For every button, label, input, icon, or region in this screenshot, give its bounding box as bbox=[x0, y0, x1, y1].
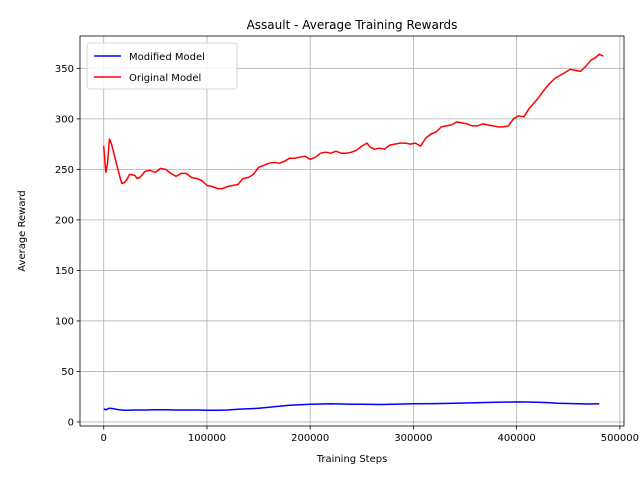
y-tick-label: 350 bbox=[55, 64, 74, 75]
plot-frame bbox=[79, 35, 625, 427]
x-tick-label: 0 bbox=[101, 433, 107, 444]
y-tick-label: 250 bbox=[55, 165, 74, 176]
y-axis-ticks: 0 50 100 150 200 250 300 350 bbox=[55, 64, 80, 428]
x-axis-ticks: 0 100000 200000 300000 400000 500000 bbox=[101, 426, 639, 444]
legend-label: Modified Model bbox=[129, 52, 205, 63]
x-tick-label: 200000 bbox=[291, 433, 329, 444]
y-tick-label: 100 bbox=[55, 316, 74, 327]
y-tick-label: 150 bbox=[55, 266, 74, 277]
x-tick-label: 400000 bbox=[498, 433, 536, 444]
y-tick-label: 300 bbox=[55, 114, 74, 125]
y-tick-label: 50 bbox=[61, 367, 74, 378]
grid-lines bbox=[80, 36, 624, 426]
y-tick-label: 200 bbox=[55, 215, 74, 226]
x-tick-label: 500000 bbox=[601, 433, 639, 444]
y-tick-label: 0 bbox=[68, 417, 74, 428]
series-line-original-model bbox=[102, 53, 604, 190]
series-line-modified-model bbox=[103, 401, 600, 412]
chart-title: Assault - Average Training Rewards bbox=[247, 18, 458, 32]
legend-box bbox=[86, 42, 238, 90]
x-tick-label: 100000 bbox=[188, 433, 226, 444]
x-tick-label: 300000 bbox=[394, 433, 432, 444]
legend: Modified Model Original Model bbox=[86, 42, 238, 90]
y-axis-label: Average Reward bbox=[17, 190, 28, 271]
x-axis-label: Training Steps bbox=[316, 454, 388, 465]
legend-label: Original Model bbox=[129, 73, 201, 84]
series-lines bbox=[102, 53, 604, 412]
